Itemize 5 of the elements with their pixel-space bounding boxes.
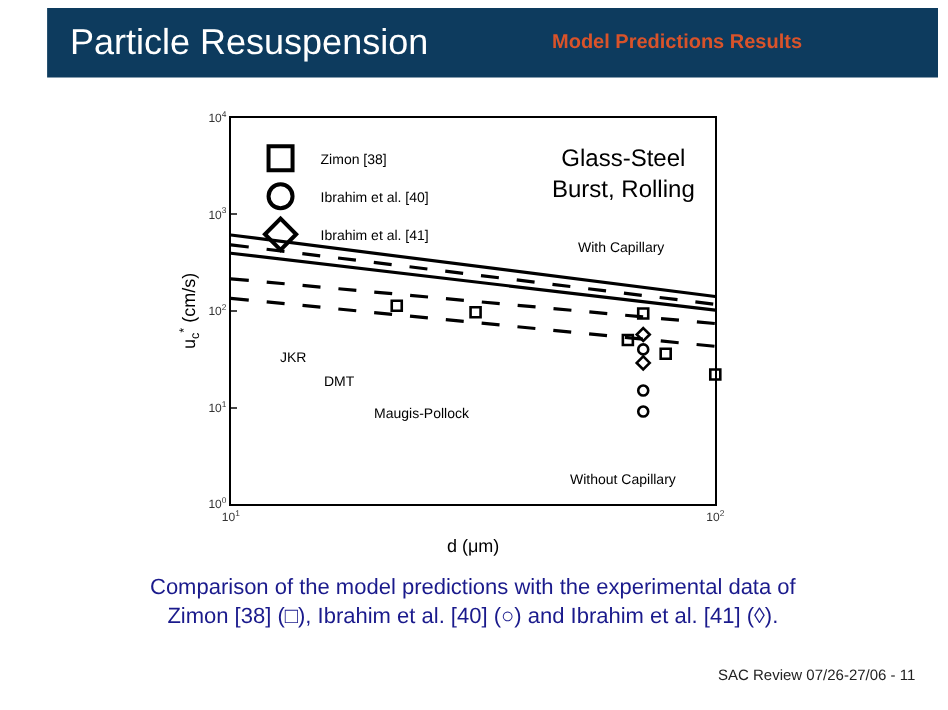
chart-title: Particle Resuspension	[70, 22, 429, 62]
annotation: Glass-Steel Burst, Rolling	[552, 144, 695, 204]
x-axis-title: d (μm)	[446, 536, 500, 557]
text: Comparison of the model predictions with the experimental data of Zimon [38] (□), Ibrahim et al. [40] (○) and Ibrahim et al. [41] (◊).	[150, 576, 798, 629]
chart-subtitle: Model Predictions Results	[552, 32, 803, 54]
